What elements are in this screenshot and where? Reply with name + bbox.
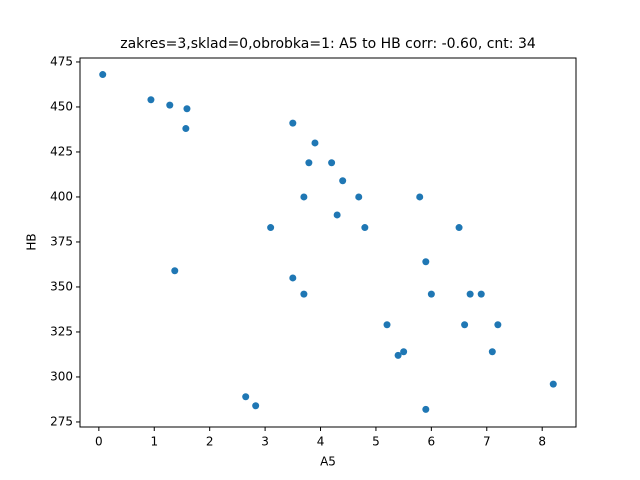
point	[305, 159, 313, 167]
x-tick-label: 3	[261, 435, 269, 449]
point	[416, 193, 424, 201]
y-tick-label: 475	[50, 54, 73, 68]
point	[422, 258, 430, 266]
x-tick-label: 2	[206, 435, 214, 449]
point	[333, 211, 341, 219]
point	[383, 321, 391, 329]
plot-frame	[79, 57, 577, 428]
point	[461, 321, 469, 329]
point	[289, 119, 297, 127]
point	[400, 348, 408, 356]
point	[549, 380, 557, 388]
y-tick-label: 450	[50, 99, 73, 113]
y-tick-label: 350	[50, 279, 73, 293]
point	[488, 348, 496, 356]
y-tick-label: 325	[50, 324, 73, 338]
point	[182, 125, 190, 133]
point	[361, 224, 369, 232]
x-axis-label: A5	[320, 455, 336, 469]
point	[300, 193, 308, 201]
y-tick-label: 425	[50, 144, 73, 158]
y-axis-label: HB	[25, 233, 39, 250]
point	[339, 177, 347, 185]
y-tick-label: 275	[50, 414, 73, 428]
point	[267, 224, 275, 232]
y-tick-label: 300	[50, 369, 73, 383]
chart-title: zakres=3,sklad=0,obrobka=1: A5 to HB cor…	[120, 36, 536, 52]
point	[171, 267, 179, 275]
point	[242, 393, 250, 401]
x-tick-label: 1	[150, 435, 158, 449]
point	[477, 290, 485, 298]
point	[311, 139, 319, 147]
point	[166, 101, 174, 109]
point	[422, 405, 430, 413]
point	[147, 96, 155, 104]
point	[494, 321, 502, 329]
y-tick-label: 375	[50, 234, 73, 248]
point	[427, 290, 435, 298]
y-tick-label: 400	[50, 189, 73, 203]
x-tick-label: 8	[538, 435, 546, 449]
point	[300, 290, 308, 298]
point	[466, 290, 474, 298]
x-tick-label: 5	[372, 435, 380, 449]
x-tick-label: 0	[95, 435, 103, 449]
x-tick-label: 6	[428, 435, 436, 449]
point	[328, 159, 336, 167]
x-tick-label: 4	[317, 435, 325, 449]
point	[394, 351, 402, 359]
x-tick-label: 7	[483, 435, 491, 449]
point	[455, 224, 463, 232]
point	[99, 71, 107, 79]
point	[183, 105, 191, 113]
point	[252, 402, 260, 410]
point	[355, 193, 363, 201]
point	[289, 274, 297, 282]
